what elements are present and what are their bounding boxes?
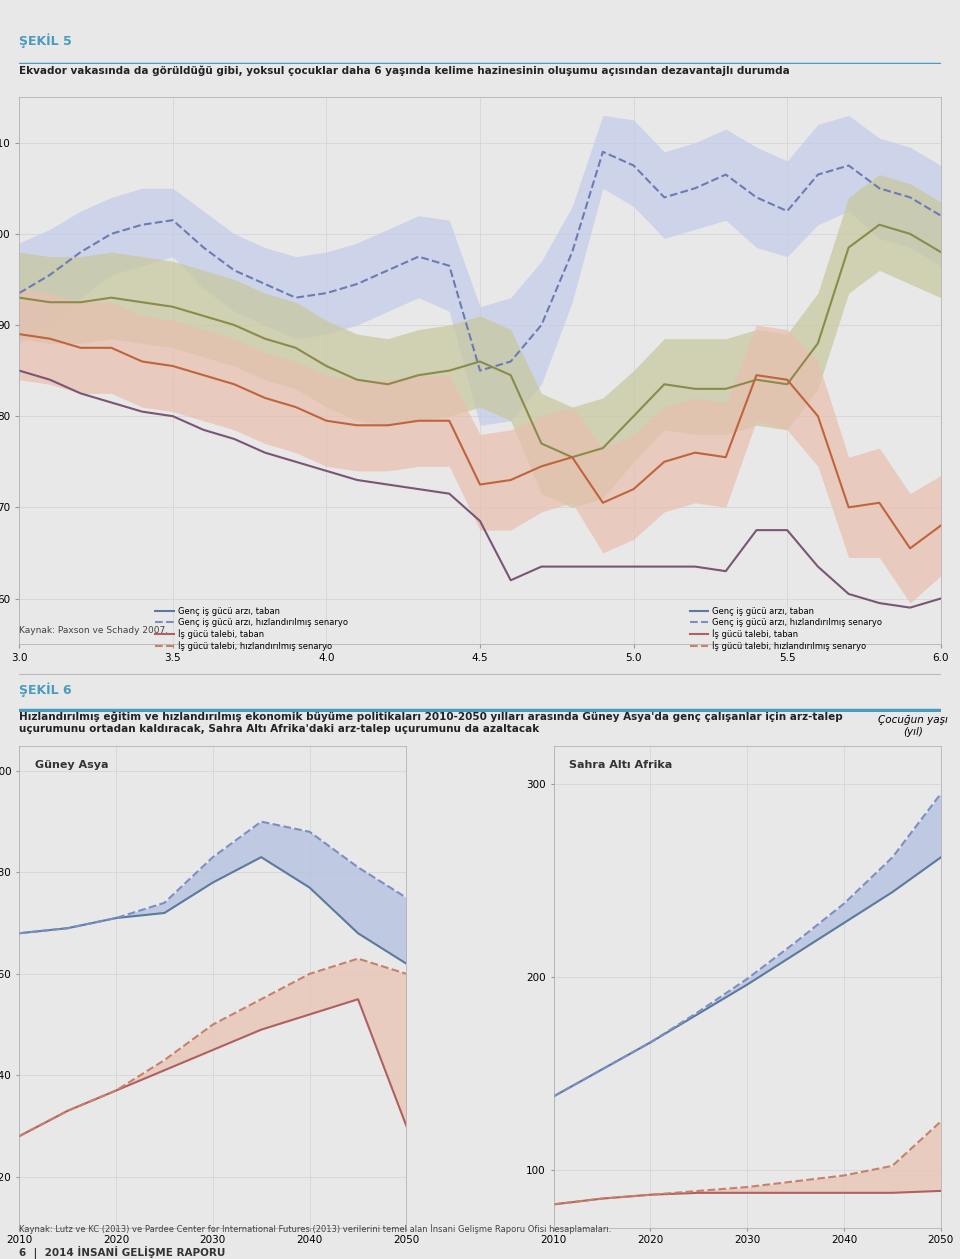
X-axis label: Çocuğun yaşı
(yıl): Çocuğun yaşı (yıl): [878, 715, 948, 737]
Text: ŞEKİL 6: ŞEKİL 6: [19, 682, 72, 697]
Text: Ekvador vakasında da görüldüğü gibi, yoksul çocuklar daha 6 yaşında kelime hazin: Ekvador vakasında da görüldüğü gibi, yok…: [19, 65, 790, 77]
Text: Güney Asya: Güney Asya: [35, 760, 108, 771]
Text: Hızlandırılmış eğitim ve hızlandırılmış ekonomik büyüme politikaları 2010-2050 y: Hızlandırılmış eğitim ve hızlandırılmış …: [19, 711, 843, 734]
Text: Kaynak: Paxson ve Schady 2007.: Kaynak: Paxson ve Schady 2007.: [19, 626, 168, 635]
Text: Kaynak: Lutz ve KC (2013) ve Pardee Center for International Futures (2013) veri: Kaynak: Lutz ve KC (2013) ve Pardee Cent…: [19, 1224, 612, 1234]
Text: 6  |  2014 İNSANİ GELİŞME RAPORU: 6 | 2014 İNSANİ GELİŞME RAPORU: [19, 1246, 226, 1259]
Legend: Genç iş gücü arzı, taban, Genç iş gücü arzı, hızlandırılmış senaryo, İş gücü tal: Genç iş gücü arzı, taban, Genç iş gücü a…: [154, 606, 349, 652]
Text: Sahra Altı Afrika: Sahra Altı Afrika: [569, 760, 672, 771]
Text: ŞEKİL 5: ŞEKİL 5: [19, 33, 72, 48]
Legend: Genç iş gücü arzı, taban, Genç iş gücü arzı, hızlandırılmış senaryo, İş gücü tal: Genç iş gücü arzı, taban, Genç iş gücü a…: [688, 606, 884, 652]
